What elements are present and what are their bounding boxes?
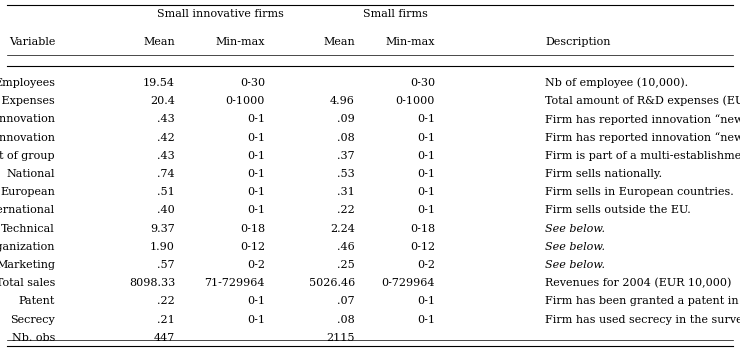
Text: Firm sells outside the EU.: Firm sells outside the EU. [545,205,690,215]
Text: 0-1: 0-1 [247,169,265,179]
Text: 2115: 2115 [326,333,355,343]
Text: Mean: Mean [323,37,355,47]
Text: Total amount of R&D expenses (EUR 10,000).: Total amount of R&D expenses (EUR 10,000… [545,96,740,107]
Text: .43: .43 [158,114,175,124]
Text: Variable: Variable [9,37,55,47]
Text: .57: .57 [158,260,175,270]
Text: Firm has reported innovation “new for the market”.: Firm has reported innovation “new for th… [545,114,740,125]
Text: 0-30: 0-30 [410,78,435,88]
Text: 4.96: 4.96 [330,96,355,106]
Text: .53: .53 [337,169,355,179]
Text: .08: .08 [337,315,355,325]
Text: 0-729964: 0-729964 [382,278,435,288]
Text: Technical: Technical [1,224,55,234]
Text: 0-1: 0-1 [247,205,265,215]
Text: Min-max: Min-max [215,37,265,47]
Text: Small innovation: Small innovation [0,133,55,143]
Text: Firm has been granted a patent in the survey time-fran: Firm has been granted a patent in the su… [545,296,740,307]
Text: 0-1: 0-1 [417,114,435,124]
Text: Secrecy: Secrecy [10,315,55,325]
Text: European: European [0,187,55,197]
Text: Firm is part of a multi-establishments group.: Firm is part of a multi-establishments g… [545,151,740,161]
Text: 0-30: 0-30 [240,78,265,88]
Text: 0-1000: 0-1000 [396,96,435,106]
Text: Mean: Mean [144,37,175,47]
Text: Firm has reported innovation “new for the firm”.: Firm has reported innovation “new for th… [545,132,740,143]
Text: 0-2: 0-2 [417,260,435,270]
Text: .37: .37 [337,151,355,161]
Text: 8098.33: 8098.33 [129,278,175,288]
Text: 0-1: 0-1 [247,315,265,325]
Text: See below.: See below. [545,224,605,234]
Text: Nb. obs: Nb. obs [12,333,55,343]
Text: .43: .43 [158,151,175,161]
Text: Small innovative firms: Small innovative firms [157,9,283,19]
Text: .40: .40 [158,205,175,215]
Text: Firm sells nationally.: Firm sells nationally. [545,169,662,179]
Text: 71-729964: 71-729964 [204,278,265,288]
Text: Small firms: Small firms [363,9,428,19]
Text: 0-1: 0-1 [417,169,435,179]
Text: 0-1: 0-1 [417,296,435,307]
Text: Marketing: Marketing [0,260,55,270]
Text: Nb of employee (10,000).: Nb of employee (10,000). [545,78,688,88]
Text: Organization: Organization [0,242,55,252]
Text: 0-1: 0-1 [417,187,435,197]
Text: See below.: See below. [545,260,605,270]
Text: 0-12: 0-12 [410,242,435,252]
Text: 0-1: 0-1 [417,151,435,161]
Text: 0-1: 0-1 [247,114,265,124]
Text: 0-18: 0-18 [240,224,265,234]
Text: .21: .21 [158,315,175,325]
Text: Part of group: Part of group [0,151,55,161]
Text: Firm has used secrecy in the survey time-frame.: Firm has used secrecy in the survey time… [545,315,740,325]
Text: 447: 447 [154,333,175,343]
Text: .74: .74 [158,169,175,179]
Text: R&D Expenses: R&D Expenses [0,96,55,106]
Text: 0-2: 0-2 [247,260,265,270]
Text: 0-1: 0-1 [417,133,435,143]
Text: 0-12: 0-12 [240,242,265,252]
Text: .07: .07 [337,296,355,307]
Text: Total sales: Total sales [0,278,55,288]
Text: National: National [7,169,55,179]
Text: 0-1000: 0-1000 [226,96,265,106]
Text: Revenues for 2004 (EUR 10,000): Revenues for 2004 (EUR 10,000) [545,278,731,289]
Text: .46: .46 [337,242,355,252]
Text: Employees: Employees [0,78,55,88]
Text: Min-max: Min-max [386,37,435,47]
Text: 0-1: 0-1 [247,151,265,161]
Text: Large innovation: Large innovation [0,114,55,124]
Text: .31: .31 [337,187,355,197]
Text: Firm sells in European countries.: Firm sells in European countries. [545,187,734,197]
Text: 2.24: 2.24 [330,224,355,234]
Text: Patent: Patent [18,296,55,307]
Text: .09: .09 [337,114,355,124]
Text: 19.54: 19.54 [143,78,175,88]
Text: 0-1: 0-1 [247,296,265,307]
Text: 0-1: 0-1 [417,315,435,325]
Text: 5026.46: 5026.46 [309,278,355,288]
Text: .42: .42 [158,133,175,143]
Text: 9.37: 9.37 [150,224,175,234]
Text: 1.90: 1.90 [150,242,175,252]
Text: .22: .22 [337,205,355,215]
Text: International: International [0,205,55,215]
Text: 0-1: 0-1 [417,205,435,215]
Text: 20.4: 20.4 [150,96,175,106]
Text: 0-18: 0-18 [410,224,435,234]
Text: 0-1: 0-1 [247,133,265,143]
Text: See below.: See below. [545,242,605,252]
Text: .08: .08 [337,133,355,143]
Text: .25: .25 [337,260,355,270]
Text: 0-1: 0-1 [247,187,265,197]
Text: Description: Description [545,37,610,47]
Text: .51: .51 [158,187,175,197]
Text: .22: .22 [158,296,175,307]
